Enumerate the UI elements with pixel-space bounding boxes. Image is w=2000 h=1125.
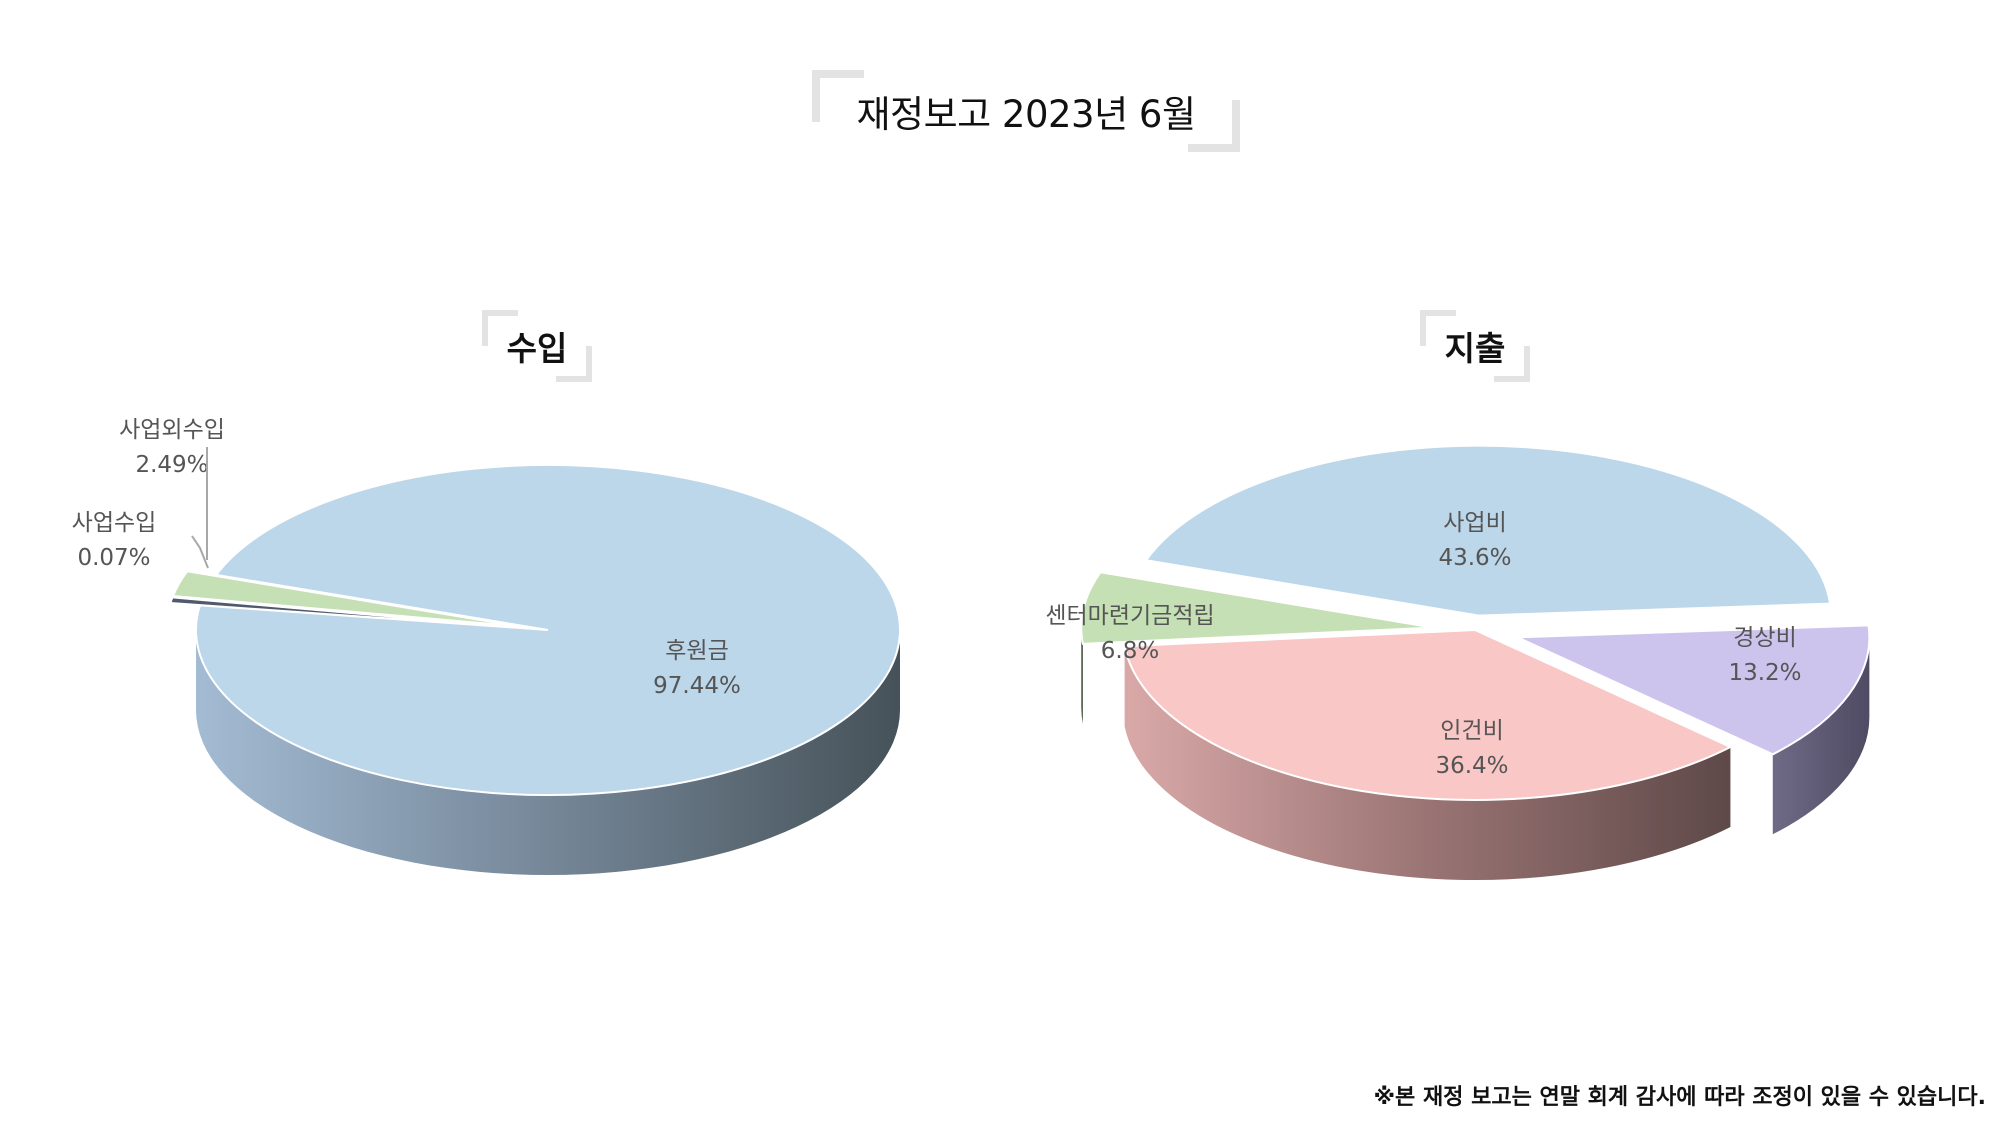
expense-pie: 사업비 43.6% 경상비 13.2% 인건비 36.4% 센터마련기금적립 6.8% [1045,444,1871,881]
slice-value-label: 43.6% [1438,545,1511,571]
pie-slice-1 [1516,624,1871,835]
bracket-top-left [1420,310,1456,346]
pie-slice-top [1080,571,1434,645]
pie-slice-top [195,464,901,796]
pie-slice-side [1772,637,1870,835]
slice-value-label: 6.8% [1101,638,1159,664]
bracket-bottom-right [1494,346,1530,382]
slice-value-label: 36.4% [1435,753,1508,779]
pie-slice-top [1123,628,1733,801]
bracket-top-left [482,310,518,346]
slice-label: 사업비 [1443,510,1506,536]
income-chart-title-text: 수입 [506,329,568,368]
bracket-top-left [812,70,864,122]
pie-slice-0 [1144,444,1832,617]
pie-slice-top [1144,444,1832,617]
slice-value-label: 13.2% [1728,660,1801,686]
slice-value-label: 0.07% [77,545,150,571]
slice-value-label: 97.44% [653,673,741,699]
slice-label: 인건비 [1440,718,1503,744]
pie-slice-1 [169,596,519,629]
footnote: ※본 재정 보고는 연말 회계 감사에 따라 조정이 있을 수 있습니다. [1373,1085,1986,1110]
income-pie: 후원금 97.44% 사업수입 0.07% 사업외수입 2.49% [72,417,901,875]
slice-value-label: 2.49% [135,452,208,478]
pie-slice-side [196,630,900,875]
pie-slice-2 [171,570,520,628]
expense-chart-title: 지출 [1420,310,1530,382]
slice-label: 센터마련기금적립 [1045,603,1214,629]
bracket-bottom-right [1188,100,1240,152]
pie-slice-top [171,570,520,628]
leader-line [191,535,209,569]
main-title: 재정보고 2023년 6월 [812,70,1240,152]
slice-label: 경상비 [1733,625,1796,651]
slice-label: 사업외수입 [119,417,225,443]
pie-slice-0 [195,464,901,875]
pie-slice-top [1516,624,1871,756]
expense-chart-title-text: 지출 [1444,329,1506,368]
pie-slice-side [1124,646,1731,881]
income-chart-title: 수입 [482,310,592,382]
slice-label: 사업수입 [72,510,157,536]
pie-slice-top [169,596,519,629]
pie-slice-2 [1123,628,1733,881]
slice-label: 후원금 [665,638,728,664]
bracket-bottom-right [556,346,592,382]
main-title-text: 재정보고 2023년 6월 [856,93,1196,136]
pie-slice-3 [1080,571,1434,724]
pie-slice-side [1081,627,1083,724]
